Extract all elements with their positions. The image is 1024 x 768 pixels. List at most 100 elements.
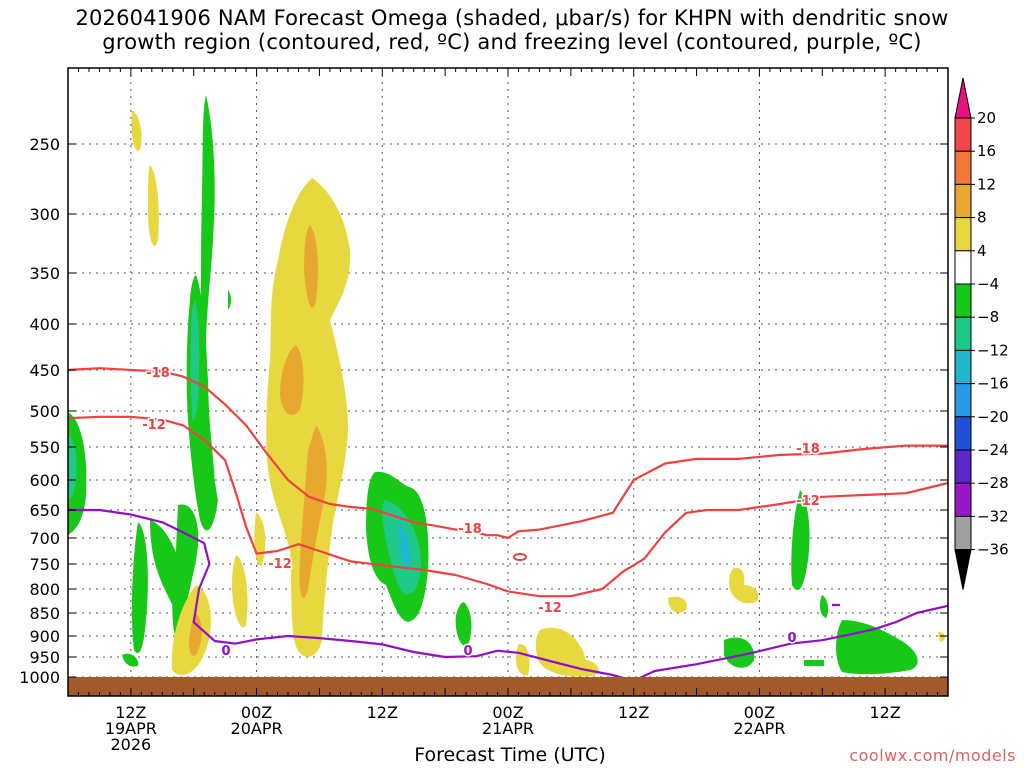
- omega-area: [398, 522, 411, 569]
- omega-area: [148, 165, 159, 246]
- contour-label: 0: [221, 644, 230, 659]
- omega-area: [122, 653, 139, 667]
- colorbar-label: −4: [977, 275, 999, 293]
- contour-label: -12: [142, 418, 166, 433]
- colorbar-label: 20: [977, 109, 996, 127]
- y-tick-label: 600: [29, 471, 60, 490]
- omega-area: [819, 595, 829, 618]
- colorbar-segment: [954, 482, 972, 517]
- colorbar-segment: [954, 250, 972, 285]
- colorbar-label: −12: [977, 341, 1009, 359]
- omega-area: [724, 637, 755, 668]
- contour-line: [67, 367, 948, 540]
- contour-line: [68, 508, 949, 682]
- contours: -18 -12 -18 -12 -18 -12 -12 0 0 0: [67, 365, 949, 682]
- x-tick-label: 12Z: [869, 703, 900, 722]
- colorbar-label: −20: [977, 408, 1009, 426]
- contour-label: -12: [796, 494, 820, 509]
- colorbar-cap: [954, 77, 972, 119]
- x-axis-label: Forecast Time (UTC): [414, 744, 606, 766]
- x-tick-label: 22APR: [733, 719, 785, 738]
- omega-area: [131, 110, 142, 151]
- x-tick-label: 12Z: [618, 703, 649, 722]
- y-tick-label: 850: [29, 604, 60, 623]
- omega-area: [172, 504, 199, 640]
- colorbar-label: 4: [977, 242, 987, 260]
- y-tick-label: 750: [29, 555, 60, 574]
- omega-area: [299, 425, 327, 599]
- colorbar-segment: [954, 217, 972, 252]
- x-tick-label: 21APR: [482, 719, 534, 738]
- colorbar-label: 12: [977, 175, 996, 193]
- colorbar-label: −36: [977, 541, 1009, 559]
- colorbar-segment: [954, 283, 972, 318]
- x-tick-label: 12Z: [367, 703, 398, 722]
- contour-label: -18: [796, 442, 820, 457]
- y-tick-label: 250: [29, 135, 60, 154]
- contour-label: -12: [268, 557, 292, 572]
- omega-shading: [68, 95, 946, 677]
- y-tick-label: 650: [29, 501, 60, 520]
- omega-area: [304, 225, 318, 309]
- y-tick-label: 1000: [19, 668, 60, 687]
- colorbar-label: −24: [977, 441, 1009, 459]
- colorbar-segment: [954, 449, 972, 484]
- colorbar-label: 16: [977, 142, 996, 160]
- colorbar-label: −32: [977, 507, 1009, 525]
- y-axis: 250 300 350 400 450 500 550 600 650 700 750 800 850 9…: [19, 135, 948, 687]
- colorbar-segment: [954, 383, 972, 418]
- colorbar-segment: [954, 515, 972, 551]
- omega-area: [232, 555, 248, 628]
- y-tick-label: 450: [29, 361, 60, 380]
- omega-area: [190, 300, 200, 421]
- x-tick-label: 19APR: [105, 719, 157, 738]
- colorbar-cap: [954, 549, 972, 590]
- omega-area: [668, 596, 687, 613]
- omega-area: [804, 660, 824, 666]
- contour-label: -18: [146, 366, 170, 381]
- colorbar-label: −16: [977, 375, 1009, 393]
- colorbar-segment: [954, 316, 972, 351]
- omega-area: [189, 612, 202, 656]
- y-tick-label: 500: [29, 402, 60, 421]
- chart-title-line-1: 2026041906 NAM Forecast Omega (shaded, μ…: [75, 6, 949, 30]
- x-tick-label: 00Z: [492, 703, 523, 722]
- y-tick-label: 900: [29, 627, 60, 646]
- contour-label: -12: [538, 601, 562, 616]
- colorbar-segment: [954, 349, 972, 385]
- omega-area: [791, 490, 810, 591]
- omega-area: [455, 602, 472, 646]
- colorbar-segment: [954, 150, 972, 185]
- terrain-band: [68, 677, 948, 696]
- omega-area: [228, 290, 231, 310]
- x-tick-label: 20APR: [231, 719, 283, 738]
- omega-area: [938, 632, 946, 642]
- chart-title: 2026041906 NAM Forecast Omega (shaded, μ…: [0, 6, 1024, 54]
- x-tick-label: 00Z: [241, 703, 272, 722]
- contour-label: 0: [787, 631, 796, 646]
- omega-area: [535, 627, 599, 677]
- colorbar-segment: [954, 117, 972, 152]
- contour-label: -18: [458, 522, 482, 537]
- y-tick-label: 550: [29, 438, 60, 457]
- colorbar-label: −28: [977, 474, 1009, 492]
- contour-line: [67, 415, 949, 598]
- contour-line: [513, 553, 527, 561]
- y-tick-label: 300: [29, 205, 60, 224]
- credit-text: coolwx.com/models: [849, 746, 1016, 765]
- colorbar-segment: [954, 183, 972, 219]
- y-tick-label: 800: [29, 580, 60, 599]
- y-tick-label: 950: [29, 648, 60, 667]
- omega-area: [68, 435, 77, 500]
- omega-area: [131, 522, 148, 654]
- omega-area: [280, 345, 304, 415]
- y-tick-label: 400: [29, 315, 60, 334]
- omega-area: [266, 178, 351, 657]
- colorbar-label: 8: [977, 209, 987, 227]
- x-tick-label: 2026: [110, 735, 151, 754]
- chart-title-line-2: growth region (contoured, red, ºC) and f…: [102, 30, 922, 54]
- colorbar-label: −8: [977, 308, 999, 326]
- y-tick-label: 700: [29, 529, 60, 548]
- colorbar-segment: [954, 416, 972, 451]
